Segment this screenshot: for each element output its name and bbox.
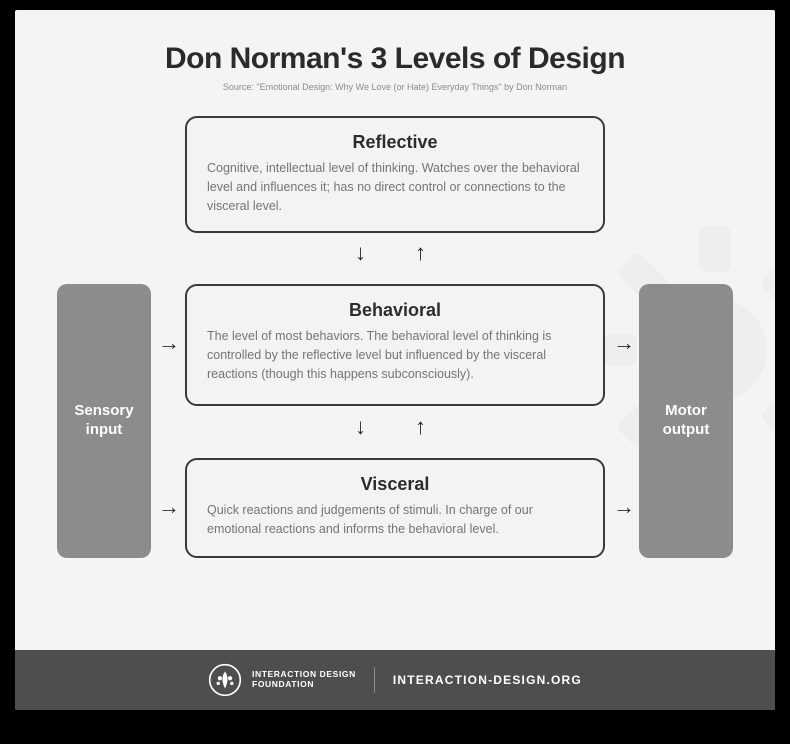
arrow-vertical-icon: ↓ [355, 242, 366, 264]
footer-divider [374, 667, 375, 693]
level-box-visceral: Visceral Quick reactions and judgements o… [185, 458, 605, 558]
level-title: Visceral [207, 474, 583, 495]
page-title: Don Norman's 3 Levels of Design [55, 42, 735, 76]
arrow-vertical-icon: ↑ [415, 242, 426, 264]
sensory-input-box: Sensory input [57, 284, 151, 558]
brand-text: INTERACTION DESIGN FOUNDATION [252, 670, 356, 690]
level-description: Quick reactions and judgements of stimul… [207, 501, 583, 539]
sensory-input-box-label: Sensory input [74, 402, 133, 440]
arrow-horizontal-icon: → [613, 496, 635, 518]
footer-bar: INTERACTION DESIGN FOUNDATION INTERACTIO… [15, 650, 775, 710]
arrow-vertical-icon: ↓ [355, 416, 366, 438]
arrow-horizontal-icon: → [158, 496, 180, 518]
arrow-vertical-icon: ↑ [415, 416, 426, 438]
brand-logo-icon [208, 663, 242, 697]
arrow-horizontal-icon: → [613, 332, 635, 354]
level-description: The level of most behaviors. The behavio… [207, 327, 583, 383]
brand-line2: FOUNDATION [252, 680, 356, 690]
level-box-reflective: Reflective Cognitive, intellectual level … [185, 116, 605, 233]
motor-output-box: Motor output [639, 284, 733, 558]
level-title: Reflective [207, 132, 583, 153]
arrow-horizontal-icon: → [158, 332, 180, 354]
infographic-frame: Don Norman's 3 Levels of Design Source: … [15, 10, 775, 710]
diagram-canvas: Reflective Cognitive, intellectual level … [15, 98, 775, 618]
level-description: Cognitive, intellectual level of thinkin… [207, 159, 583, 215]
level-title: Behavioral [207, 300, 583, 321]
footer-url: INTERACTION-DESIGN.ORG [393, 673, 582, 687]
level-box-behavioral: Behavioral The level of most behaviors. T… [185, 284, 605, 406]
header: Don Norman's 3 Levels of Design Source: … [15, 10, 775, 98]
footer-brand: INTERACTION DESIGN FOUNDATION [208, 663, 356, 697]
source-citation: Source: "Emotional Design: Why We Love (… [55, 82, 735, 92]
motor-output-box-label: Motor output [663, 402, 710, 440]
